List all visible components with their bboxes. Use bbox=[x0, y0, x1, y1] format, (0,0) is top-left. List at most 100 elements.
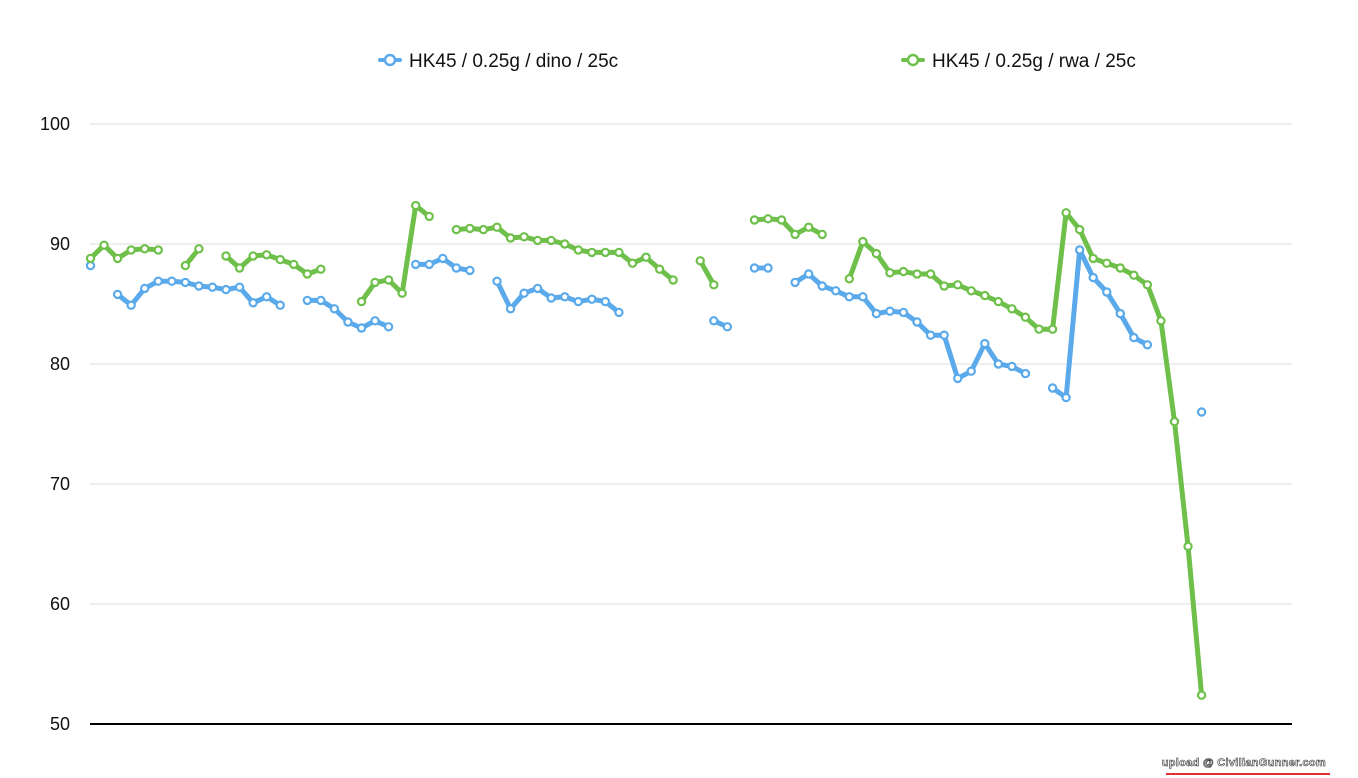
data-point bbox=[587, 247, 597, 258]
data-point bbox=[709, 280, 719, 290]
data-point bbox=[1196, 690, 1207, 700]
data-point bbox=[438, 253, 448, 264]
data-point bbox=[844, 292, 855, 302]
data-point bbox=[316, 295, 326, 306]
data-point bbox=[858, 236, 868, 247]
data-point bbox=[546, 293, 556, 303]
watermark: upload @ CivilianGunner.com bbox=[1161, 757, 1326, 770]
data-point bbox=[1088, 253, 1098, 264]
data-point bbox=[871, 248, 882, 259]
data-point bbox=[912, 317, 922, 327]
y-tick-label: 60 bbox=[50, 594, 70, 614]
data-point bbox=[1156, 316, 1166, 326]
data-point bbox=[749, 215, 760, 225]
data-point bbox=[668, 275, 678, 285]
data-point bbox=[1047, 324, 1058, 334]
data-point bbox=[1142, 340, 1153, 350]
y-axis-tick-labels: 50 60 70 80 90 100 bbox=[40, 114, 70, 734]
data-point bbox=[289, 259, 299, 270]
data-point bbox=[356, 323, 367, 333]
data-point bbox=[180, 277, 191, 288]
data-point bbox=[465, 223, 475, 234]
gridlines bbox=[90, 123, 1292, 725]
data-point bbox=[695, 256, 705, 266]
data-point bbox=[153, 276, 163, 286]
data-point bbox=[234, 282, 245, 292]
data-point bbox=[248, 251, 258, 261]
data-point bbox=[871, 308, 882, 319]
y-tick-label: 90 bbox=[50, 234, 70, 254]
data-point bbox=[600, 296, 611, 307]
data-point bbox=[465, 265, 475, 276]
data-point bbox=[831, 286, 841, 296]
data-point bbox=[1196, 407, 1207, 417]
legend: HK45 / 0.25g / dino / 25c HK45 / 0.25g / … bbox=[378, 51, 1136, 72]
y-tick-label: 70 bbox=[50, 474, 70, 494]
data-point bbox=[1074, 224, 1085, 235]
data-point bbox=[139, 244, 150, 254]
data-point bbox=[343, 317, 353, 327]
data-point bbox=[817, 281, 827, 291]
data-point bbox=[451, 263, 462, 273]
data-point bbox=[194, 244, 204, 254]
data-point bbox=[776, 215, 787, 225]
data-point bbox=[614, 307, 624, 318]
data-point bbox=[1034, 324, 1044, 334]
series-line bbox=[88, 203, 1205, 698]
data-point bbox=[817, 229, 827, 240]
series-2 bbox=[85, 200, 1207, 700]
data-point bbox=[1169, 416, 1180, 427]
series-1 bbox=[85, 245, 1207, 417]
y-tick-label: 100 bbox=[40, 114, 70, 134]
data-point bbox=[424, 259, 434, 270]
data-point bbox=[1102, 287, 1112, 297]
legend-marker-swatch bbox=[906, 53, 920, 67]
data-point bbox=[451, 224, 462, 235]
data-point bbox=[112, 253, 123, 264]
data-point bbox=[560, 292, 570, 302]
data-point bbox=[383, 275, 394, 285]
data-point bbox=[85, 253, 96, 264]
data-point bbox=[207, 282, 218, 292]
data-point bbox=[261, 292, 272, 302]
data-point bbox=[139, 283, 150, 294]
data-point bbox=[1007, 304, 1017, 314]
data-point bbox=[1102, 258, 1112, 268]
data-point bbox=[966, 286, 976, 296]
data-point bbox=[790, 229, 800, 240]
data-point bbox=[275, 300, 285, 310]
data-point bbox=[1007, 361, 1017, 372]
data-point bbox=[424, 211, 434, 222]
data-point bbox=[356, 296, 367, 307]
data-point bbox=[980, 290, 990, 301]
data-point bbox=[614, 247, 624, 258]
data-point bbox=[1115, 263, 1126, 273]
data-point bbox=[167, 276, 177, 286]
data-point bbox=[532, 283, 543, 294]
data-point bbox=[329, 304, 340, 314]
data-point bbox=[112, 289, 123, 300]
data-point bbox=[505, 233, 516, 243]
data-point bbox=[1088, 272, 1098, 283]
data-point bbox=[654, 264, 665, 274]
data-point bbox=[600, 247, 611, 258]
data-point bbox=[844, 274, 855, 284]
data-point bbox=[180, 260, 191, 271]
data-point bbox=[803, 269, 814, 279]
data-point bbox=[532, 235, 543, 246]
data-point bbox=[763, 263, 773, 273]
data-point bbox=[573, 245, 584, 255]
data-point bbox=[248, 298, 258, 308]
data-point bbox=[939, 281, 949, 291]
data-point bbox=[492, 222, 502, 232]
data-point bbox=[1129, 270, 1139, 280]
data-point bbox=[302, 295, 312, 306]
legend-label: HK45 / 0.25g / dino / 25c bbox=[409, 51, 618, 72]
data-point bbox=[397, 288, 407, 298]
data-point bbox=[411, 200, 421, 211]
data-point bbox=[939, 330, 949, 340]
data-point bbox=[383, 322, 394, 332]
data-point bbox=[1061, 208, 1071, 218]
legend-label: HK45 / 0.25g / rwa / 25c bbox=[932, 51, 1136, 72]
